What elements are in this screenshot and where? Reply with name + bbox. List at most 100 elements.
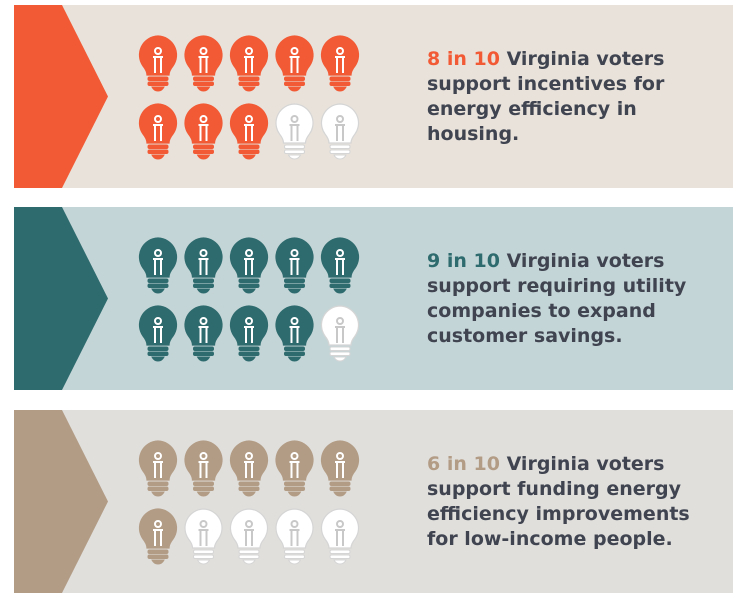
bulb-base [329,278,351,283]
filament [198,47,209,73]
bulb-glass [320,237,360,278]
bulb-filled [320,35,360,92]
highlight: 6 in 10 [427,453,500,475]
bulb-base [238,81,260,86]
bulb-base [193,549,214,554]
bulb-tip [287,491,302,497]
bulb-base [284,346,305,351]
bulb-tip [333,86,347,92]
bulb-filled [138,35,178,92]
bulb-empty [320,305,360,362]
filament [153,452,163,478]
bulb-tip [333,154,347,160]
bulb-base [329,283,351,288]
bulb-filled [184,305,223,362]
bulb-base [238,481,260,486]
bulb-base [147,486,169,491]
bulb-base [193,81,214,86]
chevron [14,5,108,188]
bulb-grid [138,440,360,565]
bulb-base [147,81,169,86]
bulb-base [238,278,260,283]
bulb-base [193,351,214,356]
bulb-glass [229,508,269,549]
bulb-tip [196,288,211,294]
filament [198,317,209,343]
bulb-glass [229,103,269,144]
bulb-base [238,346,260,351]
bulb-base [284,144,305,149]
bulb-base [193,149,214,154]
bulb-tip [333,559,347,565]
bulb-tip [287,288,302,294]
bulb-glass [184,508,223,549]
filament [153,47,163,73]
bulb-glass [229,305,269,346]
bulb-empty [320,508,360,565]
bulb-glass [320,508,360,549]
bulb-filled [320,440,360,497]
bulb-tip [196,491,211,497]
bulb-filled [184,35,223,92]
bulb-glass [138,305,178,346]
bulb-base [147,76,169,81]
bulb-tip [333,288,347,294]
panel: 6 in 10 Virginia voters support funding … [14,410,733,593]
bulb-base [147,351,169,356]
bulb-base [284,149,305,154]
filament [198,249,209,275]
filament [289,317,300,343]
bulb-base [147,144,169,149]
bulb-glass [138,103,178,144]
bulb-base [193,486,214,491]
bulb-tip [151,356,165,362]
filament [198,520,209,546]
filament [335,520,345,546]
bulb-base [193,144,214,149]
bulb-glass [184,35,223,76]
bulb-filled [138,237,178,294]
bulb-base [193,554,214,559]
bulb-empty [229,508,269,565]
statement: 8 in 10 Virginia voters support incentiv… [427,47,717,147]
bulb-filled [229,440,269,497]
filament [244,317,254,343]
bulb-base [284,481,305,486]
bulb-tip [242,288,256,294]
bulb-tip [242,491,256,497]
bulb-filled [138,508,178,565]
bulb-tip [242,154,256,160]
bulb-filled [275,237,314,294]
bulb-glass [275,508,314,549]
bulb-base [284,76,305,81]
bulb-base [193,76,214,81]
bulb-filled [229,103,269,160]
filament [335,317,345,343]
bulb-base [238,486,260,491]
chevron-shape [14,207,108,390]
bulb-base [329,149,351,154]
bulb-glass [275,440,314,481]
filament [244,249,254,275]
statement: 9 in 10 Virginia voters support requirin… [427,249,717,349]
bulb-filled [138,305,178,362]
bulb-base [284,278,305,283]
bulb-glass [184,440,223,481]
highlight: 9 in 10 [427,250,500,272]
bulb-filled [275,440,314,497]
bulb-base [193,283,214,288]
filament [335,249,345,275]
bulb-tip [151,86,165,92]
bulb-base [193,346,214,351]
filament [153,115,163,141]
statement-text: Virginia voters support incentives for e… [427,48,665,145]
filament [244,452,254,478]
bulb-tip [287,356,302,362]
filament [289,47,300,73]
bulb-base [329,346,351,351]
filament [289,249,300,275]
bulb-base [238,149,260,154]
bulb-base [329,144,351,149]
bulb-base [284,81,305,86]
